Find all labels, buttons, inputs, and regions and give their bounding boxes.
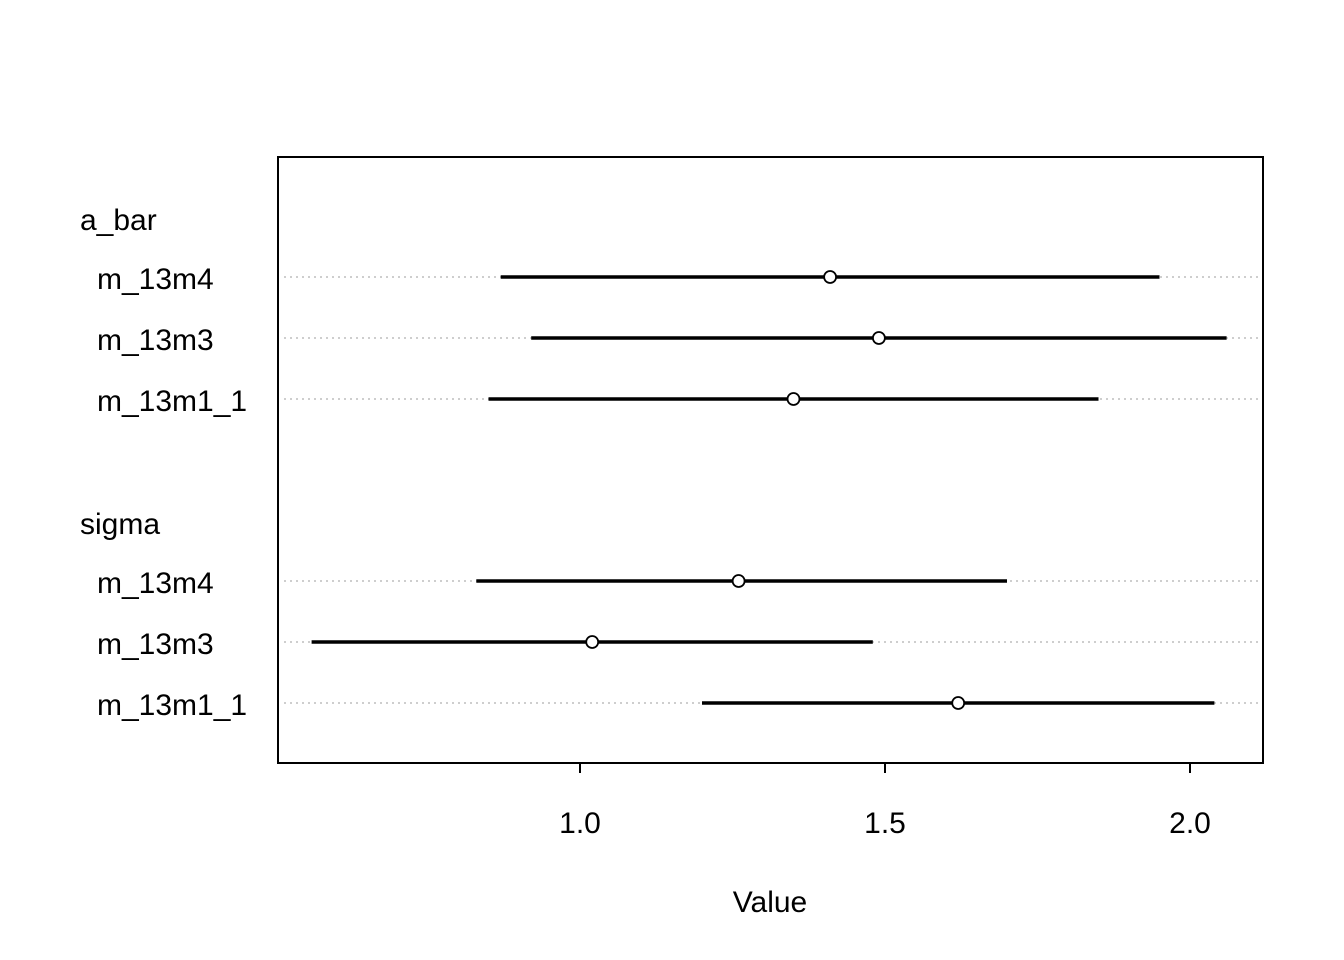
interval-bars — [311, 270, 1227, 710]
row-label: m_13m1_1 — [97, 689, 247, 722]
row-label: m_13m3 — [97, 628, 214, 661]
mean-point — [585, 635, 600, 649]
mean-point — [951, 696, 966, 710]
x-tick-label: 1.5 — [864, 807, 906, 840]
mean-point — [823, 270, 837, 284]
group-header: sigma — [80, 508, 160, 541]
row-label: m_13m4 — [97, 263, 214, 296]
mean-point — [786, 392, 801, 406]
plot-frame — [277, 156, 1264, 764]
grid-lines — [284, 276, 1258, 704]
group-header: a_bar — [80, 204, 157, 237]
row-label: m_13m4 — [97, 567, 214, 600]
x-tick-label: 1.0 — [559, 807, 601, 840]
x-axis: 1.0 1.5 2.0 — [559, 763, 1211, 840]
x-axis-label: Value — [733, 886, 808, 919]
mean-point — [731, 574, 746, 588]
row-label: m_13m1_1 — [97, 385, 247, 418]
row-labels: a_barm_13m4m_13m3m_13m1_1sigmam_13m4m_13… — [80, 204, 247, 722]
x-tick-label: 2.0 — [1169, 807, 1211, 840]
row-label: m_13m3 — [97, 324, 214, 357]
mean-point — [872, 331, 886, 345]
